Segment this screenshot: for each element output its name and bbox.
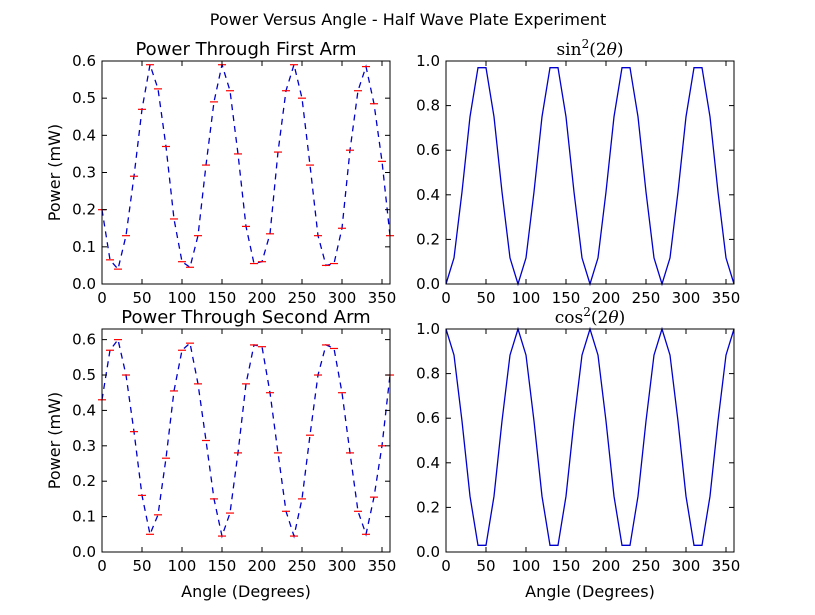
- y-tick-label: 0.6: [72, 52, 96, 70]
- x-tick-label: 350: [368, 557, 397, 575]
- x-tick-label: 200: [592, 289, 621, 307]
- y-tick-label: 0.3: [72, 437, 96, 455]
- x-tick-label: 250: [288, 289, 317, 307]
- y-tick-label: 0.8: [416, 365, 440, 383]
- x-tick-label: 150: [208, 557, 237, 575]
- y-tick-label: 0.2: [416, 230, 440, 248]
- x-tick-label: 100: [512, 557, 541, 575]
- figure-suptitle: Power Versus Angle - Half Wave Plate Exp…: [210, 10, 607, 29]
- y-tick-label: 0.0: [416, 275, 440, 293]
- x-tick-label: 100: [168, 557, 197, 575]
- x-tick-label: 350: [368, 289, 397, 307]
- y-tick-label: 0.3: [72, 164, 96, 182]
- x-tick-label: 50: [132, 557, 151, 575]
- x-tick-label: 200: [248, 557, 277, 575]
- x-tick-label: 300: [328, 557, 357, 575]
- chart-panel-sin2: 0 50 100 150 200 250 300 350 0.0 0.2 0.4 0.6 0.8 1.0 s…: [416, 37, 740, 307]
- y-tick-label: 0.6: [72, 331, 96, 349]
- y-tick-label: 0.0: [72, 543, 96, 561]
- x-tick-label: 150: [552, 557, 581, 575]
- x-tick-label: 300: [672, 289, 701, 307]
- series-line: [445, 67, 735, 287]
- x-tick-label: 250: [632, 557, 661, 575]
- series-line: [101, 62, 391, 271]
- x-tick-label: 100: [512, 289, 541, 307]
- x-tick-label: 50: [132, 289, 151, 307]
- series-line: [101, 338, 391, 539]
- y-tick-label: 0.4: [72, 126, 96, 144]
- x-axis-label: Angle (Degrees): [181, 582, 311, 601]
- x-tick-label: 100: [168, 289, 197, 307]
- x-tick-label: 50: [476, 557, 495, 575]
- x-tick-label: 150: [552, 289, 581, 307]
- panel-title: Power Through Second Arm: [121, 307, 370, 328]
- x-tick-label: 250: [632, 289, 661, 307]
- y-tick-label: 0.6: [416, 141, 440, 159]
- chart-panel-first-arm: 0 50 100 150 200 250 300 350 0.0 0.1 0.2 0.3 0.4 0.5 0…: [45, 39, 396, 307]
- y-tick-label: 0.5: [72, 89, 96, 107]
- y-tick-label: 0.2: [72, 472, 96, 490]
- y-tick-label: 0.0: [416, 543, 440, 561]
- x-tick-label: 300: [328, 289, 357, 307]
- x-tick-label: 0: [97, 289, 107, 307]
- y-axis-label: Power (mW): [45, 124, 64, 221]
- series-line: [445, 326, 735, 546]
- y-tick-label: 0.2: [72, 201, 96, 219]
- y-tick-label: 0.1: [72, 238, 96, 256]
- axes-frame: [445, 328, 735, 553]
- axes-frame: [101, 60, 391, 285]
- x-axis-label: Angle (Degrees): [525, 582, 655, 601]
- y-tick-label: 0.5: [72, 366, 96, 384]
- x-tick-label: 50: [476, 289, 495, 307]
- panel-title: sin2(2θ): [556, 37, 623, 60]
- chart-panel-second-arm: 0 50 100 150 200 250 300 350 0.0 0.1 0.2 0.3 0.4 0.5 0…: [45, 307, 396, 601]
- y-tick-label: 0.4: [72, 401, 96, 419]
- y-tick-label: 0.4: [416, 454, 440, 472]
- y-tick-label: 0.0: [72, 275, 96, 293]
- y-axis-label: Power (mW): [45, 392, 64, 489]
- x-tick-label: 0: [97, 557, 107, 575]
- x-tick-label: 200: [248, 289, 277, 307]
- x-tick-label: 0: [441, 289, 451, 307]
- x-tick-label: 350: [712, 289, 741, 307]
- x-tick-label: 300: [672, 557, 701, 575]
- x-tick-label: 200: [592, 557, 621, 575]
- x-tick-label: 350: [712, 557, 741, 575]
- y-tick-label: 0.4: [416, 186, 440, 204]
- y-tick-label: 1.0: [416, 52, 440, 70]
- x-tick-label: 250: [288, 557, 317, 575]
- x-tick-label: 150: [208, 289, 237, 307]
- panel-title: Power Through First Arm: [135, 39, 356, 60]
- panel-title: cos2(2θ): [555, 305, 625, 328]
- x-tick-label: 0: [441, 557, 451, 575]
- y-tick-label: 0.1: [72, 508, 96, 526]
- axes-frame: [101, 328, 391, 553]
- y-tick-label: 0.2: [416, 498, 440, 516]
- y-tick-label: 0.8: [416, 97, 440, 115]
- axes-frame: [445, 60, 735, 285]
- chart-panel-cos2: 0 50 100 150 200 250 300 350 0.0 0.2 0.4 0.6 0.8 1.0 c…: [416, 305, 740, 601]
- y-tick-label: 1.0: [416, 320, 440, 338]
- y-tick-label: 0.6: [416, 409, 440, 427]
